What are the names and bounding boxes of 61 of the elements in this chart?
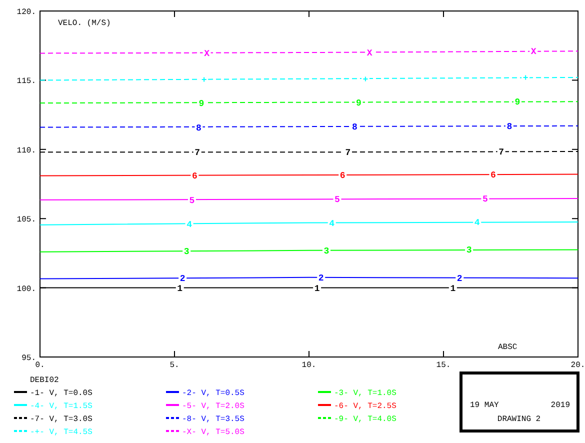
annotation: 8 — [352, 122, 358, 133]
legend-label: -8- V, T=3.5S — [182, 415, 245, 424]
annotation: 4 — [474, 218, 480, 228]
annotation: 1 — [450, 284, 456, 294]
annotation: 4 — [329, 218, 336, 229]
annotation: 8 — [196, 123, 202, 134]
y-tick-label: 120. — [16, 8, 36, 17]
annotation: 2 — [456, 274, 462, 284]
annotation: 3 — [466, 246, 472, 256]
x-tick-label: 0. — [35, 361, 45, 370]
annotation: + — [522, 73, 528, 84]
annotation: 7 — [498, 147, 504, 158]
legend-label: -3- V, T=1.0S — [334, 389, 397, 398]
text: 19 MAY — [470, 401, 500, 410]
annotation: 8 — [506, 122, 512, 132]
legend-label: -6- V, T=2.5S — [334, 402, 397, 411]
annotation: 1 — [314, 284, 320, 294]
legend-label: -4- V, T=1.5S — [30, 402, 93, 411]
y-tick-label: 100. — [16, 284, 36, 294]
x-tick-label: 5. — [170, 361, 180, 370]
annotation: 5 — [189, 196, 195, 206]
annotation: 5 — [482, 194, 488, 205]
legend-label: -7- V, T=3.0S — [30, 415, 93, 424]
annotation: X — [530, 47, 537, 58]
annotation: 1 — [177, 284, 184, 294]
text: DRAWING 2 — [497, 415, 541, 424]
annotation: 2 — [180, 274, 186, 284]
annotation: 5 — [334, 195, 340, 206]
y-tick-label: 95. — [22, 354, 36, 363]
legend-label: -9- V, T=4.0S — [334, 415, 397, 424]
legend-title: DEBI02 — [30, 376, 60, 385]
x-tick-label: 15. — [436, 361, 451, 370]
annotation: 6 — [340, 171, 346, 182]
annotation: 6 — [192, 172, 198, 182]
annotation: 2 — [318, 273, 324, 284]
annotation: 7 — [345, 148, 351, 158]
annotation: + — [362, 74, 368, 85]
y-axis-title: VELO. (M/S) — [58, 19, 111, 28]
annotation: 6 — [490, 170, 496, 180]
y-tick-label: 110. — [16, 146, 36, 156]
x-tick-label: 20. — [570, 361, 585, 370]
x-tick-label: 10. — [302, 361, 316, 370]
annotation: X — [204, 49, 210, 60]
annotation: 3 — [184, 247, 190, 258]
y-tick-label: 105. — [16, 216, 36, 225]
legend-label: -+- V, T=4.5S — [30, 428, 93, 437]
legend-label: -2- V, T=0.5S — [182, 389, 245, 398]
legend-label: -X- V, T=5.0S — [182, 428, 245, 437]
x-axis-title: ABSC — [498, 343, 518, 352]
annotation: 9 — [198, 99, 204, 110]
annotation: X — [366, 48, 373, 59]
annotation: 9 — [356, 98, 362, 108]
annotation: 4 — [186, 220, 193, 230]
legend-label: -1- V, T=0.0S — [30, 389, 93, 398]
text: 2019 — [550, 401, 570, 410]
annotation: + — [201, 76, 207, 86]
legend-label: -5- V, T=2.0S — [182, 402, 245, 411]
annotation: 7 — [194, 148, 200, 158]
annotation: 3 — [324, 246, 330, 256]
annotation: 9 — [514, 98, 520, 108]
y-tick-label: 115. — [16, 77, 36, 86]
